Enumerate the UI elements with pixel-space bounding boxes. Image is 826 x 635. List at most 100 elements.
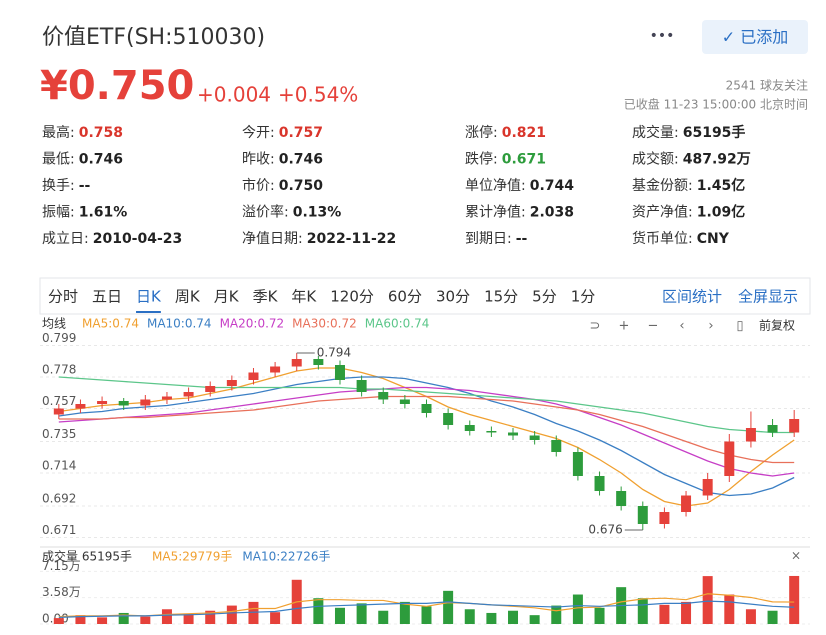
stat-label: 累计净值: xyxy=(465,205,526,221)
tab[interactable]: 15分 xyxy=(484,288,518,306)
volume-bar xyxy=(508,610,519,624)
stat-value: 0.746 xyxy=(279,152,323,168)
volume-bar xyxy=(421,606,432,624)
ma-line xyxy=(58,376,795,434)
follow-button[interactable] xyxy=(702,20,808,54)
candle-body xyxy=(53,408,64,415)
candle-body xyxy=(183,392,194,397)
stat-value: 0.757 xyxy=(279,125,323,141)
stat-value: 0.744 xyxy=(530,178,575,194)
tab[interactable]: 日K xyxy=(136,288,162,306)
candle-body xyxy=(75,404,86,409)
stat-label: 涨停: xyxy=(465,124,498,141)
ma-legend: MA60:0.74 xyxy=(365,317,430,331)
tab[interactable]: 1分 xyxy=(571,288,596,306)
candle-body xyxy=(637,506,648,524)
candle-body xyxy=(313,359,324,365)
volume-bar xyxy=(205,610,216,624)
tab[interactable]: 分时 xyxy=(48,288,78,306)
volume-bar xyxy=(443,590,454,624)
tab[interactable]: 5分 xyxy=(532,288,557,306)
volume-bar xyxy=(97,617,108,624)
volume-bar xyxy=(724,594,735,624)
y-tick-label: 0.735 xyxy=(42,427,76,441)
stat-value: 0.821 xyxy=(502,125,546,141)
tool-icon[interactable]: › xyxy=(708,319,713,334)
candle-body xyxy=(248,372,259,380)
candle-body xyxy=(789,419,800,433)
ma-line xyxy=(58,386,795,477)
stat-label: 振幅: xyxy=(42,205,75,221)
tab[interactable]: 年K xyxy=(291,288,317,306)
volume-ma-legend: MA5:29779手 xyxy=(152,550,232,564)
tab[interactable]: 30分 xyxy=(436,288,470,306)
tab[interactable]: 月K xyxy=(214,288,240,306)
candle-body xyxy=(572,452,583,476)
volume-bar xyxy=(75,615,86,624)
candle-body xyxy=(464,425,475,431)
stat-value: 0.758 xyxy=(79,125,123,141)
volume-bar xyxy=(53,618,64,624)
volume-bar xyxy=(313,598,324,624)
stat-value: -- xyxy=(516,231,528,247)
ma-line xyxy=(58,376,795,497)
tool-icon[interactable]: − xyxy=(648,319,659,334)
stat-value: 1.45亿 xyxy=(697,177,746,194)
candle-body xyxy=(486,431,497,433)
candle-body xyxy=(551,440,562,452)
candle-body xyxy=(702,479,713,496)
volume-bar xyxy=(356,603,367,624)
candle-body xyxy=(356,380,367,392)
volume-tick-label: 7.15万 xyxy=(42,559,81,573)
tool-icon[interactable]: ▯ xyxy=(736,319,743,334)
follow-button-label[interactable]: ✓ 已添加 xyxy=(722,28,789,47)
candle-body xyxy=(659,512,670,524)
volume-bar xyxy=(594,607,605,624)
more-button[interactable]: ••• xyxy=(650,28,675,44)
candle-body xyxy=(226,380,237,386)
volume-bar xyxy=(118,612,129,624)
stat-label: 市价: xyxy=(242,177,275,194)
volume-bar xyxy=(486,612,497,624)
candle-body xyxy=(399,399,410,404)
stat-label: 成交额: xyxy=(632,151,679,168)
tab[interactable]: 五日 xyxy=(92,288,122,306)
price: ¥0.750 xyxy=(40,63,194,109)
volume-bar xyxy=(637,598,648,624)
volume-bar xyxy=(767,610,778,624)
tab-link[interactable]: 区间统计 xyxy=(662,288,722,306)
followers: 2541 球友关注 xyxy=(726,78,808,93)
stat-value: 0.746 xyxy=(79,152,123,168)
stat-label: 基金份额: xyxy=(632,177,693,194)
tool-icon[interactable]: ‹ xyxy=(679,319,684,334)
stat-label: 今开: xyxy=(242,125,275,141)
ma-label: 均线 xyxy=(42,317,66,331)
tool-icon[interactable]: + xyxy=(619,319,630,334)
ma-line xyxy=(58,367,795,507)
tab-link[interactable]: 全屏显示 xyxy=(738,288,798,306)
stat-label: 净值日期: xyxy=(242,231,303,247)
tab[interactable]: 60分 xyxy=(388,288,422,306)
y-tick-label: 0.757 xyxy=(42,394,76,408)
ma-legend: MA10:0.74 xyxy=(147,317,212,331)
tab[interactable]: 周K xyxy=(175,288,201,306)
tab[interactable]: 120分 xyxy=(330,288,374,306)
volume-tick-label: 3.58万 xyxy=(42,585,81,599)
stat-label: 资产净值: xyxy=(632,205,693,221)
tool-icon[interactable]: ⊃ xyxy=(590,319,601,334)
title: 价值ETF(SH:510030) xyxy=(42,25,265,50)
candle-body xyxy=(508,432,519,436)
close-icon[interactable]: × xyxy=(791,549,801,563)
volume-bar xyxy=(789,575,800,624)
candle-body xyxy=(205,386,216,392)
adjust[interactable]: 前复权 xyxy=(759,318,795,333)
tab[interactable]: 季K xyxy=(253,288,279,306)
stat-value: 2022-11-22 xyxy=(307,231,397,247)
annotation: 0.676 xyxy=(588,523,622,537)
stat-value: -- xyxy=(79,178,91,194)
volume-ma-legend: MA10:22726手 xyxy=(242,550,330,564)
candle-body xyxy=(270,366,281,373)
candle-body xyxy=(421,404,432,413)
candle-body xyxy=(681,495,692,512)
y-tick-label: 0.778 xyxy=(42,363,76,377)
